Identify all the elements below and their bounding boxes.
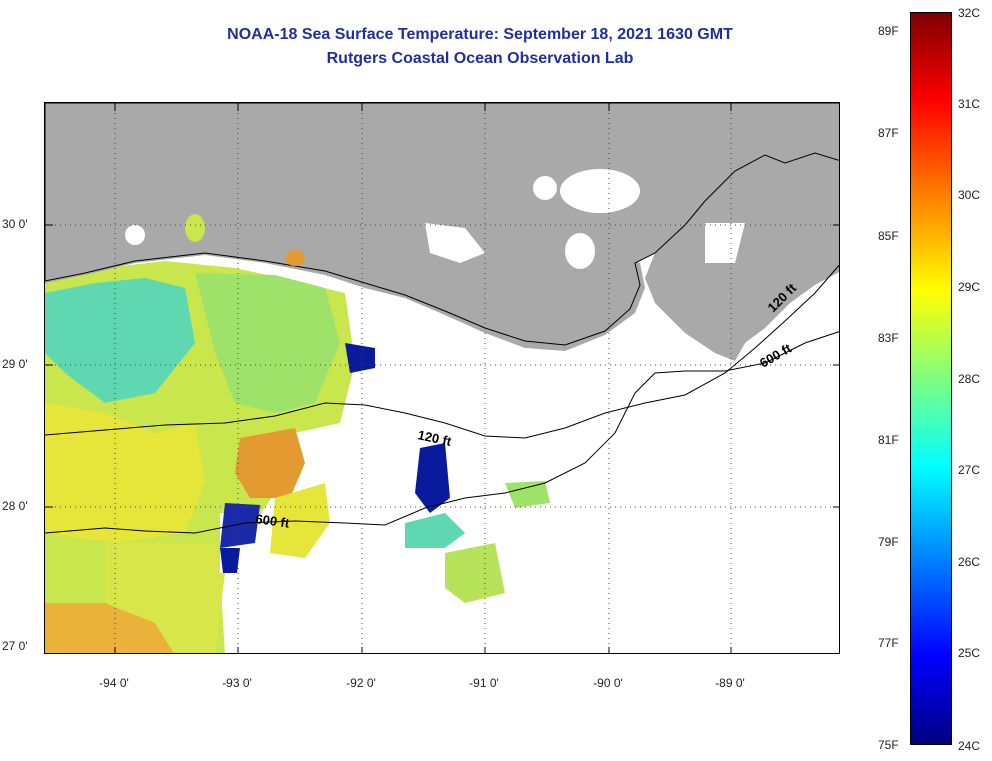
contour-label-120ft: 120 ft [416, 427, 453, 449]
lat-label-30: 30 0' [2, 217, 28, 231]
colorbar-c-label: 30C [958, 188, 981, 202]
lat-label-29: 29 0' [2, 357, 28, 371]
sst-field [45, 165, 745, 653]
lon-label-89: -89 0' [715, 676, 745, 690]
lat-label-27: 27 0' [2, 639, 28, 653]
colorbar-c-label: 28C [958, 372, 981, 386]
colorbar-f-label: 89F [878, 24, 899, 38]
colorbar-f-label: 81F [878, 433, 899, 447]
contour-label-600ft: 600 ft [255, 511, 291, 531]
lon-label-93: -93 0' [222, 676, 252, 690]
lakes [125, 169, 745, 269]
colorbar-c-label: 27C [958, 463, 981, 477]
colorbar-c-label: 25C [958, 646, 981, 660]
lon-label-92: -92 0' [346, 676, 376, 690]
colorbar-f-label: 77F [878, 636, 899, 650]
colorbar-f-label: 87F [878, 126, 899, 140]
lon-label-90: -90 0' [593, 676, 623, 690]
temperature-colorbar [910, 12, 952, 745]
colorbar-f-label: 83F [878, 331, 899, 345]
colorbar-c-label: 32C [958, 6, 981, 20]
contour-120ft [45, 264, 839, 439]
colorbar-c-label: 29C [958, 280, 981, 294]
lat-label-28: 28 0' [2, 499, 28, 513]
colorbar-f-label: 79F [878, 535, 899, 549]
sst-map-canvas: 120 ft 600 ft 120 ft 600 ft [45, 103, 839, 653]
map-title: NOAA-18 Sea Surface Temperature: Septemb… [227, 26, 733, 43]
coastline-west [45, 103, 839, 346]
colorbar-f-label: 85F [878, 229, 899, 243]
sst-map: 120 ft 600 ft 120 ft 600 ft [44, 102, 840, 654]
colorbar-f-label: 75F [878, 738, 899, 752]
lon-label-91: -91 0' [469, 676, 499, 690]
map-subtitle: Rutgers Coastal Ocean Observation Lab [326, 50, 634, 67]
tick-marks [45, 103, 839, 653]
contour-600ft [45, 331, 839, 534]
colorbar-c-label: 31C [958, 97, 981, 111]
lon-label-94: -94 0' [99, 676, 129, 690]
colorbar-c-label: 26C [958, 555, 981, 569]
colorbar-c-label: 24C [958, 739, 981, 753]
grid-lines [45, 103, 839, 653]
